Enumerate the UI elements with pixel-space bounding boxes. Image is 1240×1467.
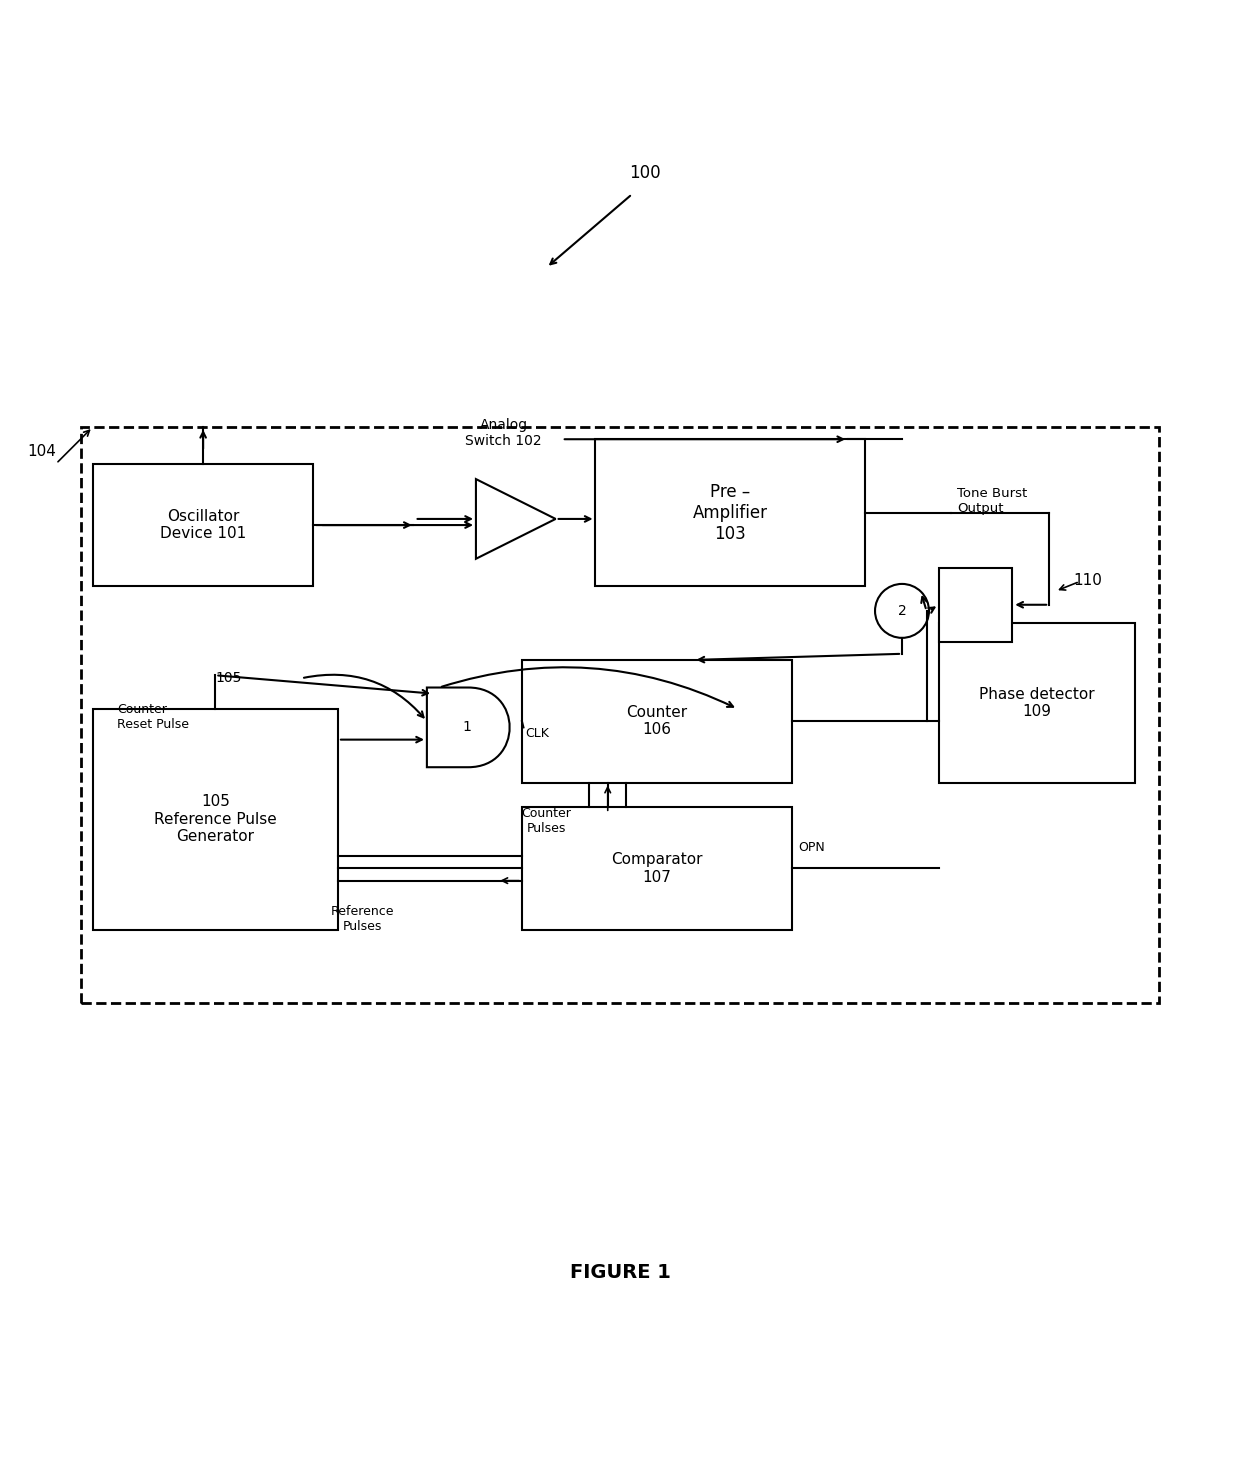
FancyBboxPatch shape — [939, 568, 1012, 641]
Text: 105
Reference Pulse
Generator: 105 Reference Pulse Generator — [154, 795, 277, 844]
Circle shape — [875, 584, 929, 638]
Text: Comparator
107: Comparator 107 — [611, 852, 703, 885]
Text: Pre –
Amplifier
103: Pre – Amplifier 103 — [693, 483, 768, 543]
Text: Oscillator
Device 101: Oscillator Device 101 — [160, 509, 247, 541]
Text: 1: 1 — [463, 720, 471, 735]
FancyBboxPatch shape — [595, 439, 866, 587]
FancyBboxPatch shape — [522, 660, 791, 782]
Text: CLK: CLK — [525, 728, 549, 739]
FancyBboxPatch shape — [93, 709, 339, 930]
FancyBboxPatch shape — [522, 807, 791, 930]
Text: FIGURE 1: FIGURE 1 — [569, 1263, 671, 1282]
Text: 105: 105 — [216, 672, 242, 685]
Text: 2: 2 — [898, 604, 906, 618]
FancyBboxPatch shape — [939, 623, 1135, 782]
Text: Reference
Pulses: Reference Pulses — [331, 905, 394, 933]
Text: OPN: OPN — [797, 841, 825, 854]
PathPatch shape — [427, 688, 510, 767]
Text: 104: 104 — [27, 445, 56, 459]
Text: Counter
106: Counter 106 — [626, 706, 687, 738]
Text: 110: 110 — [1074, 572, 1102, 588]
Text: Analog
Switch 102: Analog Switch 102 — [465, 418, 542, 449]
Text: Tone Burst
Output: Tone Burst Output — [957, 487, 1028, 515]
FancyBboxPatch shape — [93, 464, 314, 587]
Text: Counter
Pulses: Counter Pulses — [522, 807, 572, 835]
FancyBboxPatch shape — [81, 427, 1159, 1003]
Text: Counter-
Reset Pulse: Counter- Reset Pulse — [118, 703, 190, 731]
Text: 100: 100 — [629, 164, 661, 182]
Text: Phase detector
109: Phase detector 109 — [980, 687, 1095, 719]
